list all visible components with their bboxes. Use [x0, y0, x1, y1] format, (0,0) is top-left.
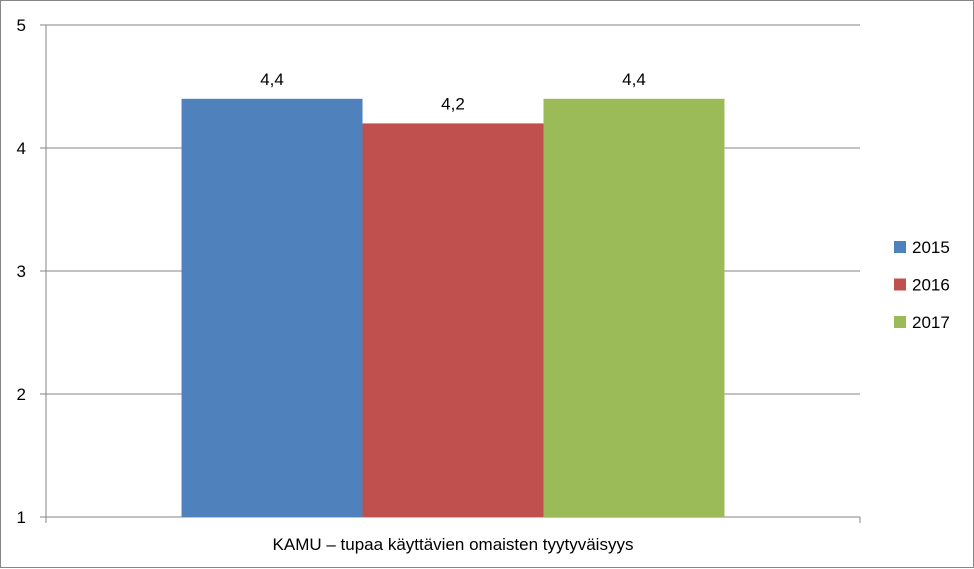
bar-2017 — [543, 98, 725, 518]
y-tick-label: 4 — [17, 139, 26, 158]
legend-swatch-2017 — [894, 316, 906, 328]
x-category-label: KAMU – tupaa käyttävien omaisten tyytyvä… — [273, 535, 634, 554]
legend-label-2017: 2017 — [912, 313, 950, 332]
y-tick-label: 2 — [17, 385, 26, 404]
legend-label-2016: 2016 — [912, 276, 950, 295]
y-tick-label: 1 — [17, 508, 26, 527]
legend-label-2015: 2015 — [912, 238, 950, 257]
data-label-2016: 4,2 — [441, 94, 465, 113]
legend-swatch-2016 — [894, 278, 906, 291]
y-tick-label: 5 — [17, 16, 26, 35]
bars — [181, 98, 725, 518]
bar-2015 — [181, 98, 363, 518]
bar-2016 — [362, 123, 544, 518]
legend-swatch-2015 — [894, 241, 906, 253]
data-label-2015: 4,4 — [260, 70, 284, 89]
data-label-2017: 4,4 — [622, 70, 646, 89]
data-labels: 4,4 4,2 4,4 — [260, 70, 646, 114]
y-tick-label: 3 — [17, 262, 26, 281]
legend: 2015 2016 2017 — [894, 238, 950, 332]
